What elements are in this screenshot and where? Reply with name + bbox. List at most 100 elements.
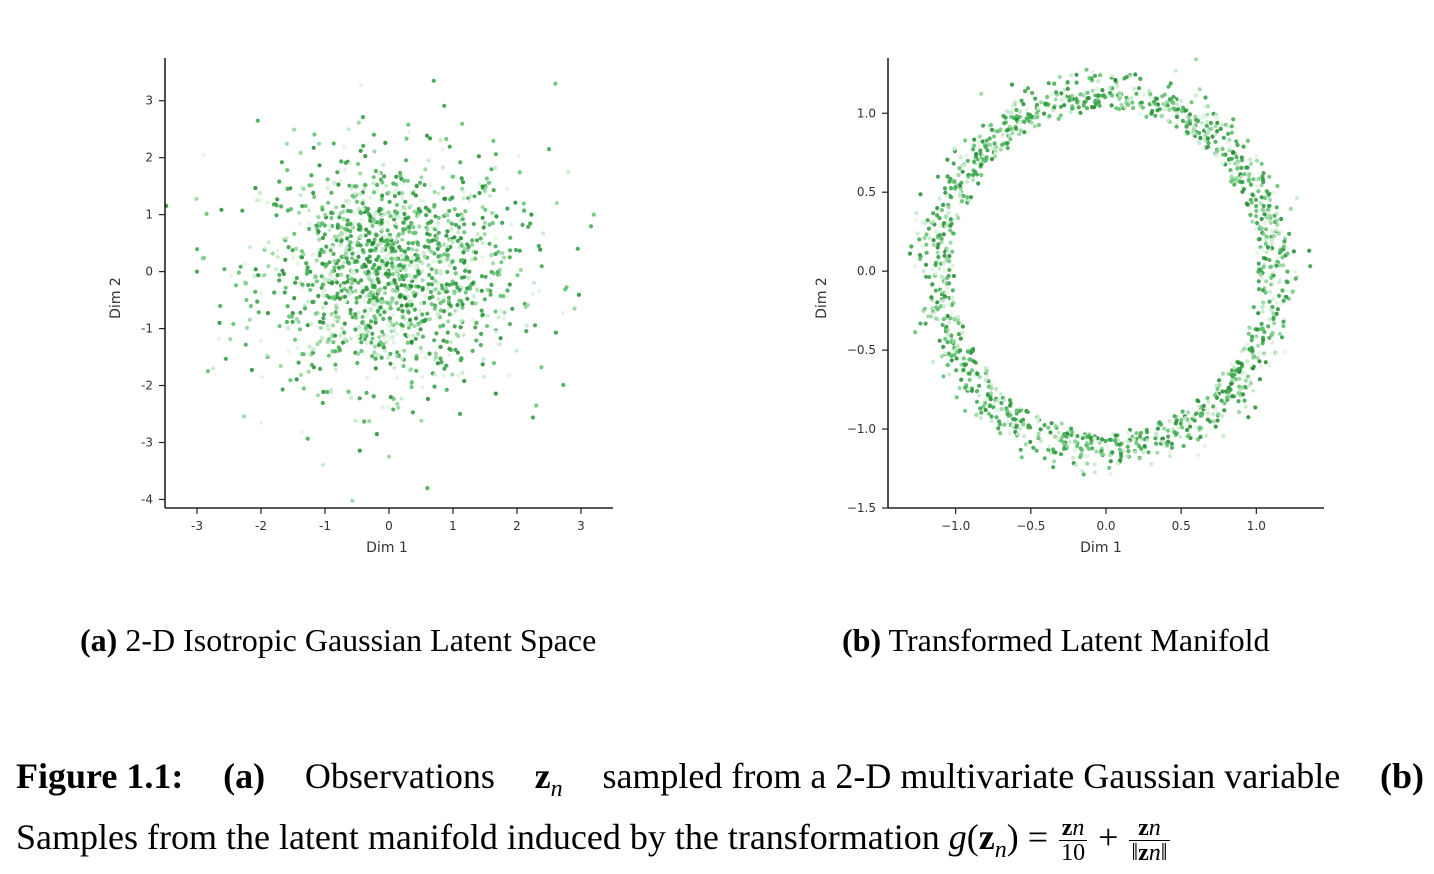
data-point (341, 216, 346, 221)
data-point (494, 342, 499, 347)
data-point (286, 245, 291, 250)
data-point (1261, 208, 1266, 213)
data-point (502, 310, 507, 315)
data-point (380, 180, 385, 185)
data-point (372, 213, 377, 218)
data-point (1222, 408, 1227, 413)
data-point (394, 187, 399, 193)
data-point (415, 240, 420, 245)
data-point (965, 349, 970, 354)
data-point (1208, 419, 1213, 424)
data-point (947, 254, 952, 259)
data-point (440, 147, 445, 152)
data-point (1178, 434, 1183, 439)
caption-line-1: Figure 1.1: (a) Observations zn sampled … (16, 752, 1424, 813)
points-1 (907, 57, 1313, 477)
data-point (944, 214, 949, 219)
data-point (320, 205, 325, 210)
data-point (455, 213, 460, 218)
data-point (1173, 68, 1178, 73)
data-point (1261, 171, 1266, 176)
data-point (1036, 435, 1041, 440)
panel-b: −1.0 −0.5 0.0 0.5 1.0 1.0 0.5 0.0 −0.5 −1.0 −1.5 Di… (720, 0, 1434, 600)
data-point (560, 311, 565, 316)
data-point (1168, 81, 1173, 86)
data-point (228, 273, 233, 278)
data-point (435, 280, 440, 285)
data-point (1018, 419, 1024, 424)
data-point (393, 249, 398, 254)
data-point (957, 385, 962, 391)
data-point (1281, 319, 1286, 324)
data-point (419, 269, 424, 274)
data-point (1107, 437, 1112, 442)
data-point (394, 321, 399, 326)
data-point (504, 294, 509, 299)
data-point (1118, 457, 1123, 463)
data-point (358, 329, 363, 334)
data-point (941, 374, 946, 379)
data-point (391, 340, 396, 345)
data-point (353, 312, 358, 317)
data-point (1117, 447, 1122, 452)
data-point (402, 206, 408, 211)
data-point (354, 296, 359, 301)
data-point (1262, 220, 1267, 226)
data-point (1174, 121, 1179, 126)
data-point (266, 264, 271, 269)
data-point (362, 270, 368, 275)
data-point (448, 347, 454, 352)
data-point (299, 249, 304, 254)
data-point (324, 244, 329, 249)
data-point (1073, 439, 1078, 444)
data-point (400, 327, 405, 332)
data-point (1047, 444, 1052, 449)
data-point (954, 346, 959, 351)
data-point (1263, 256, 1268, 261)
data-point (1267, 257, 1272, 263)
data-point (1097, 103, 1102, 108)
data-point (498, 336, 503, 341)
data-point (426, 286, 431, 291)
x-tick-label: 3 (577, 519, 585, 533)
data-point (410, 224, 415, 229)
data-point (480, 184, 485, 189)
data-point (1074, 80, 1079, 85)
data-point (1267, 213, 1273, 219)
data-point (348, 209, 353, 214)
data-point (326, 200, 331, 205)
data-point (335, 170, 340, 175)
data-point (992, 401, 997, 406)
data-point (1184, 124, 1189, 129)
data-point (1081, 103, 1086, 108)
data-point (1042, 456, 1047, 461)
data-point (980, 139, 985, 144)
data-point (1042, 423, 1047, 428)
data-point (933, 260, 939, 265)
data-point (1002, 422, 1007, 427)
data-point (367, 231, 372, 236)
data-point (517, 170, 522, 175)
data-point (389, 299, 394, 304)
data-point (312, 132, 317, 137)
data-point (392, 328, 397, 333)
data-point (350, 256, 355, 261)
data-point (441, 338, 446, 343)
data-point (452, 207, 457, 212)
data-point (952, 186, 958, 191)
data-point (385, 333, 390, 338)
data-point (379, 220, 384, 225)
data-point (1110, 450, 1115, 455)
data-point (407, 130, 412, 135)
data-point (940, 299, 945, 304)
data-point (1211, 412, 1216, 417)
data-point (954, 356, 959, 361)
data-point (379, 197, 384, 202)
data-point (373, 248, 378, 253)
data-point (1254, 158, 1260, 163)
data-point (393, 266, 398, 271)
data-point (387, 316, 392, 321)
x-axis-label: Dim 1 (1080, 540, 1122, 556)
data-point (913, 217, 918, 222)
data-point (462, 246, 467, 251)
